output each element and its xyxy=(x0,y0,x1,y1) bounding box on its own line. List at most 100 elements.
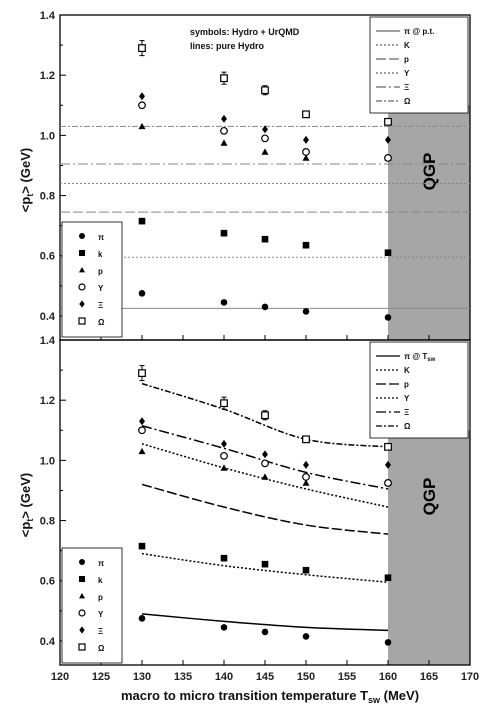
top-y-tick-label: 1.0 xyxy=(40,130,55,142)
bottom-point-3 xyxy=(138,426,146,435)
x-tick-label: 155 xyxy=(338,671,356,683)
bottom-point-0 xyxy=(138,615,146,622)
top-point-0 xyxy=(138,290,146,297)
annotation-symbols: symbols: Hydro + UrQMD xyxy=(190,27,300,37)
top-point-4 xyxy=(385,135,391,144)
bottom-y-tick-label: 1.2 xyxy=(40,395,55,407)
bottom-point-3 xyxy=(261,459,269,468)
bottom-legend-marker-0 xyxy=(79,559,85,565)
top-point-4 xyxy=(221,114,227,123)
x-tick-label: 125 xyxy=(92,671,110,683)
bottom-symbol-legend-box xyxy=(61,547,123,664)
top-point-1 xyxy=(261,235,269,243)
bottom-y-tick-label: 1.4 xyxy=(40,335,56,347)
top-point-1 xyxy=(384,249,392,257)
bottom-point-0 xyxy=(261,628,269,636)
x-tick-label: 130 xyxy=(133,671,151,683)
x-tick-label: 150 xyxy=(297,671,315,683)
top-point-3 xyxy=(302,148,310,156)
top-legend-line-label: π @ p.t. xyxy=(404,27,434,36)
top-point-0 xyxy=(261,303,269,311)
bottom-y-tick-label: 0.4 xyxy=(40,636,56,648)
bottom-point-0 xyxy=(302,633,310,640)
x-tick-label: 135 xyxy=(174,671,192,683)
bottom-curve-1 xyxy=(141,552,389,583)
top-point-2 xyxy=(138,122,146,130)
y-axis-title-top: <pt> (GeV) xyxy=(18,148,35,212)
top-point-1 xyxy=(138,217,146,225)
top-line-legend-box xyxy=(369,16,469,114)
top-point-5 xyxy=(220,74,228,83)
bottom-curve-0 xyxy=(141,613,389,632)
top-y-tick-label: 0.6 xyxy=(40,251,55,263)
bottom-point-1 xyxy=(220,554,228,562)
bottom-legend-line-label: Ξ xyxy=(404,408,409,417)
bottom-point-5 xyxy=(261,411,269,420)
top-point-3 xyxy=(138,101,146,110)
top-point-0 xyxy=(384,314,392,321)
bottom-legend-symbol-label: Ω xyxy=(98,644,105,653)
top-point-3 xyxy=(261,134,269,143)
top-legend-marker-3 xyxy=(78,283,86,291)
bottom-y-tick-label: 0.6 xyxy=(40,576,55,588)
top-symbol-legend-box xyxy=(61,221,123,338)
y-axis-title-bottom: <pt> (GeV) xyxy=(18,473,35,537)
bottom-point-5 xyxy=(302,435,310,444)
bottom-legend-symbol-label: k xyxy=(98,576,103,585)
top-point-4 xyxy=(139,92,145,101)
top-y-tick-label: 0.4 xyxy=(40,311,56,323)
bottom-legend-line-label: p xyxy=(404,380,409,389)
top-point-5 xyxy=(261,86,269,95)
bottom-qgp-label: QGP xyxy=(420,478,439,516)
bottom-point-2 xyxy=(261,473,269,480)
bottom-legend-marker-2 xyxy=(79,593,85,599)
bottom-legend-line-label: K xyxy=(404,366,410,375)
x-tick-label: 120 xyxy=(51,671,69,683)
x-tick-label: 145 xyxy=(256,671,274,683)
top-point-1 xyxy=(302,241,310,249)
top-y-tick-label: 0.8 xyxy=(40,191,55,203)
bottom-point-3 xyxy=(220,451,228,460)
bottom-line-legend-box xyxy=(369,341,469,439)
top-legend-symbol-label: p xyxy=(98,267,103,276)
top-point-0 xyxy=(302,308,310,315)
bottom-legend-marker-4 xyxy=(79,626,85,634)
top-legend-line-label: Ω xyxy=(404,97,411,106)
top-point-0 xyxy=(220,299,228,306)
bottom-point-1 xyxy=(384,574,392,582)
x-tick-label: 170 xyxy=(461,671,479,683)
top-qgp-label: QGP xyxy=(420,153,439,191)
bottom-point-4 xyxy=(262,450,268,459)
bottom-curve-5 xyxy=(141,382,389,448)
top-point-5 xyxy=(302,110,310,119)
top-legend-symbol-label: Ξ xyxy=(98,301,103,310)
bottom-point-3 xyxy=(384,479,392,487)
top-point-4 xyxy=(262,125,268,134)
bottom-legend-line-label: Ω xyxy=(404,422,411,431)
bottom-point-0 xyxy=(384,639,392,646)
top-legend-line-label: Y xyxy=(404,69,410,78)
bottom-point-1 xyxy=(261,560,269,568)
top-legend-symbol-label: Ω xyxy=(98,318,105,327)
top-point-2 xyxy=(261,148,269,155)
bottom-qgp-region xyxy=(388,430,470,665)
bottom-point-5 xyxy=(384,442,392,451)
top-legend-marker-1 xyxy=(79,250,85,256)
bottom-legend-line-label: Y xyxy=(404,394,410,403)
bottom-legend-line-label: π @ Tsw xyxy=(404,352,436,363)
bottom-point-5 xyxy=(220,399,228,408)
top-legend-symbol-label: k xyxy=(98,250,103,259)
bottom-point-4 xyxy=(221,439,227,448)
top-legend-marker-4 xyxy=(79,300,85,308)
top-legend-line-label: K xyxy=(404,41,410,50)
top-point-2 xyxy=(220,139,228,146)
bottom-curve-2 xyxy=(141,483,389,535)
x-tick-label: 165 xyxy=(420,671,438,683)
top-legend-line-label: p xyxy=(404,55,409,64)
top-point-5 xyxy=(138,44,146,53)
x-axis-title: macro to micro transition temperature Ts… xyxy=(121,688,419,705)
top-point-3 xyxy=(220,126,228,135)
top-legend-marker-5 xyxy=(78,317,86,325)
bottom-point-0 xyxy=(220,624,228,631)
top-legend-symbol-label: π xyxy=(98,233,104,242)
